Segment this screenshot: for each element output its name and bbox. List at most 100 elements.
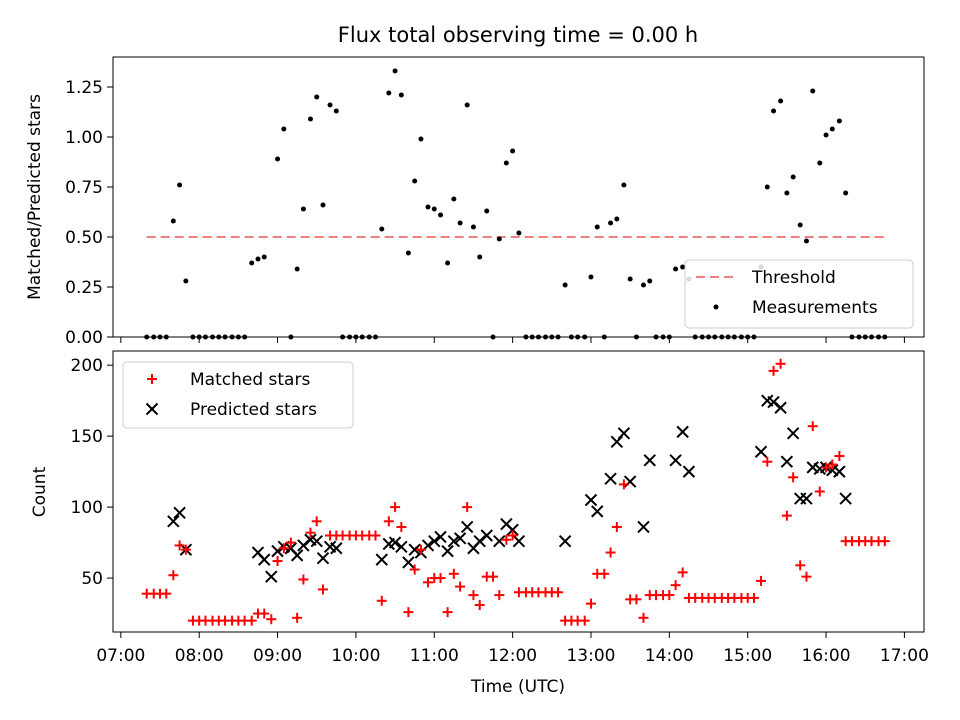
- matched-point: [317, 584, 328, 595]
- matched-point: [553, 587, 564, 598]
- predicted-point: [316, 551, 330, 565]
- count-legend-box: [122, 361, 354, 429]
- measurement-point: [275, 156, 281, 162]
- matched-point: [748, 592, 759, 603]
- matched-point: [311, 516, 322, 527]
- measurement-point: [778, 98, 784, 104]
- matched-point: [611, 521, 622, 532]
- ratio-y-ticks: 0.00 0.25 0.50 0.75 1.00 1.25: [65, 78, 113, 348]
- predicted-point: [506, 523, 519, 537]
- ratio-panel-frame: [112, 56, 925, 338]
- measurement-point: [594, 224, 600, 230]
- predicted-point: [167, 515, 180, 528]
- predicted-point: [375, 553, 388, 566]
- matched-point: [422, 577, 433, 588]
- x-tick-label: 16:00: [802, 646, 851, 666]
- measurement-point: [412, 178, 418, 184]
- matched-point: [507, 530, 518, 541]
- measurement-point: [640, 282, 646, 288]
- predicted-point: [408, 543, 421, 556]
- matched-point: [638, 612, 649, 623]
- matched-point: [775, 358, 786, 369]
- x-tick-label: 15:00: [723, 646, 772, 666]
- measurement-point: [405, 250, 411, 256]
- measurement-point: [516, 230, 522, 236]
- predicted-point: [258, 553, 271, 566]
- measurement-point: [588, 274, 594, 280]
- predicted-point: [493, 534, 506, 548]
- predicted-point: [610, 435, 624, 449]
- matched-point: [768, 365, 779, 376]
- matched-point: [801, 571, 812, 582]
- measurement-point: [621, 182, 627, 188]
- matched-point: [795, 560, 806, 571]
- measurement-point: [484, 208, 490, 214]
- measurement-point: [255, 256, 261, 262]
- measurement-point: [445, 260, 451, 266]
- ratio-legend: Threshold Measurements: [684, 259, 914, 329]
- measurement-point: [503, 160, 509, 166]
- measurement-point: [470, 224, 476, 230]
- measurement-point: [829, 126, 835, 132]
- y-tick-label: 150: [71, 427, 103, 447]
- matched-point: [618, 479, 629, 490]
- matched-point: [285, 537, 296, 548]
- predicted-point: [310, 534, 323, 548]
- legend-measurements-label: Measurements: [752, 298, 878, 318]
- y-tick-label: 200: [71, 356, 103, 376]
- count-y-axis-label: Count: [30, 466, 50, 517]
- matched-point: [455, 581, 466, 592]
- x-tick-label: 13:00: [566, 646, 615, 666]
- matched-point: [788, 472, 799, 483]
- measurement-point: [386, 90, 392, 96]
- ratio-panel: 0.00 0.25 0.50 0.75 1.00 1.25 Matched/Predict…: [25, 56, 925, 348]
- y-tick-label: 1.25: [65, 78, 103, 98]
- measurement-point: [398, 92, 404, 98]
- predicted-point: [395, 540, 408, 554]
- legend-predicted-swatch: [145, 402, 159, 416]
- measurement-point: [177, 182, 183, 188]
- measurement-point: [477, 254, 483, 260]
- matched-point: [474, 600, 485, 611]
- matched-point: [664, 590, 675, 601]
- predicted-point: [441, 544, 454, 558]
- y-tick-label: 50: [81, 569, 103, 589]
- measurement-point: [457, 220, 463, 226]
- matched-point: [168, 570, 179, 581]
- measurement-point: [320, 202, 326, 208]
- x-tick-label: 10:00: [331, 646, 380, 666]
- measurement-point: [333, 108, 339, 114]
- matched-point: [579, 615, 590, 626]
- x-tick-label: 11:00: [410, 646, 459, 666]
- y-tick-label: 1.00: [65, 128, 103, 148]
- measurement-point: [425, 204, 431, 210]
- measurement-point: [823, 132, 829, 138]
- measurement-point: [817, 160, 823, 166]
- measurement-point: [843, 190, 849, 196]
- matched-point: [409, 564, 420, 575]
- matched-point: [415, 544, 426, 555]
- predicted-point: [591, 505, 604, 518]
- predicted-point: [774, 401, 787, 414]
- predicted-point: [604, 472, 617, 485]
- measurement-point: [510, 148, 516, 154]
- matched-point: [605, 547, 616, 558]
- chart-title: Flux total observing time = 0.00 h: [338, 23, 698, 47]
- measurement-point: [261, 254, 267, 260]
- measurement-point: [680, 264, 686, 270]
- predicted-point: [388, 536, 402, 549]
- measurement-point: [170, 218, 176, 224]
- legend-predicted-label: Predicted stars: [190, 400, 317, 420]
- matched-point: [462, 502, 473, 513]
- predicted-point: [265, 570, 278, 583]
- predicted-point: [558, 534, 572, 548]
- matched-point: [834, 451, 845, 462]
- x-tick-label: 07:00: [96, 646, 145, 666]
- count-legend: Matched stars Predicted stars: [122, 361, 354, 429]
- predicted-point: [839, 492, 852, 505]
- measurement-point: [797, 222, 803, 228]
- measurement-point: [294, 266, 300, 272]
- measurement-point: [379, 226, 385, 232]
- measurement-point: [614, 216, 620, 222]
- measurement-point: [281, 126, 287, 132]
